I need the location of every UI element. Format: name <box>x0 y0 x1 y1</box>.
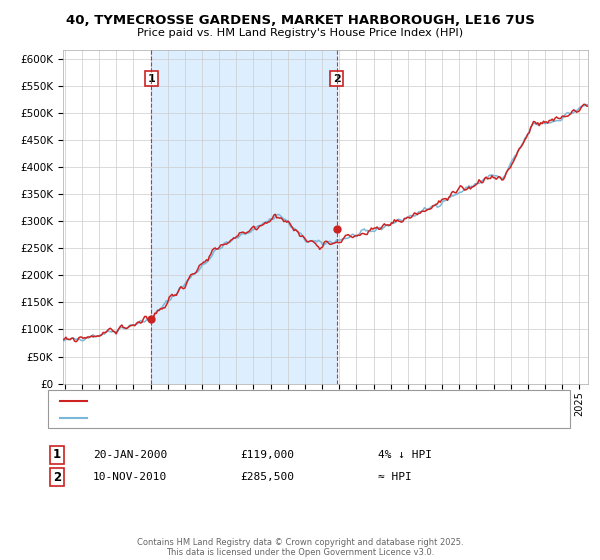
Text: Contains HM Land Registry data © Crown copyright and database right 2025.
This d: Contains HM Land Registry data © Crown c… <box>137 538 463 557</box>
Text: £119,000: £119,000 <box>240 450 294 460</box>
Text: 40, TYMECROSSE GARDENS, MARKET HARBOROUGH, LE16 7US (detached house): 40, TYMECROSSE GARDENS, MARKET HARBOROUG… <box>93 396 492 406</box>
Text: 10-NOV-2010: 10-NOV-2010 <box>93 472 167 482</box>
Text: 4% ↓ HPI: 4% ↓ HPI <box>378 450 432 460</box>
Text: ≈ HPI: ≈ HPI <box>378 472 412 482</box>
Text: 2: 2 <box>53 470 61 484</box>
Text: 1: 1 <box>148 74 155 84</box>
Text: 40, TYMECROSSE GARDENS, MARKET HARBOROUGH, LE16 7US: 40, TYMECROSSE GARDENS, MARKET HARBOROUG… <box>65 14 535 27</box>
Text: HPI: Average price, detached house, Harborough: HPI: Average price, detached house, Harb… <box>93 413 332 423</box>
Bar <box>151 50 337 384</box>
Text: 20-JAN-2000: 20-JAN-2000 <box>93 450 167 460</box>
Text: 2: 2 <box>333 74 341 84</box>
Text: 1: 1 <box>53 448 61 461</box>
Text: Price paid vs. HM Land Registry's House Price Index (HPI): Price paid vs. HM Land Registry's House … <box>137 28 463 38</box>
Text: £285,500: £285,500 <box>240 472 294 482</box>
